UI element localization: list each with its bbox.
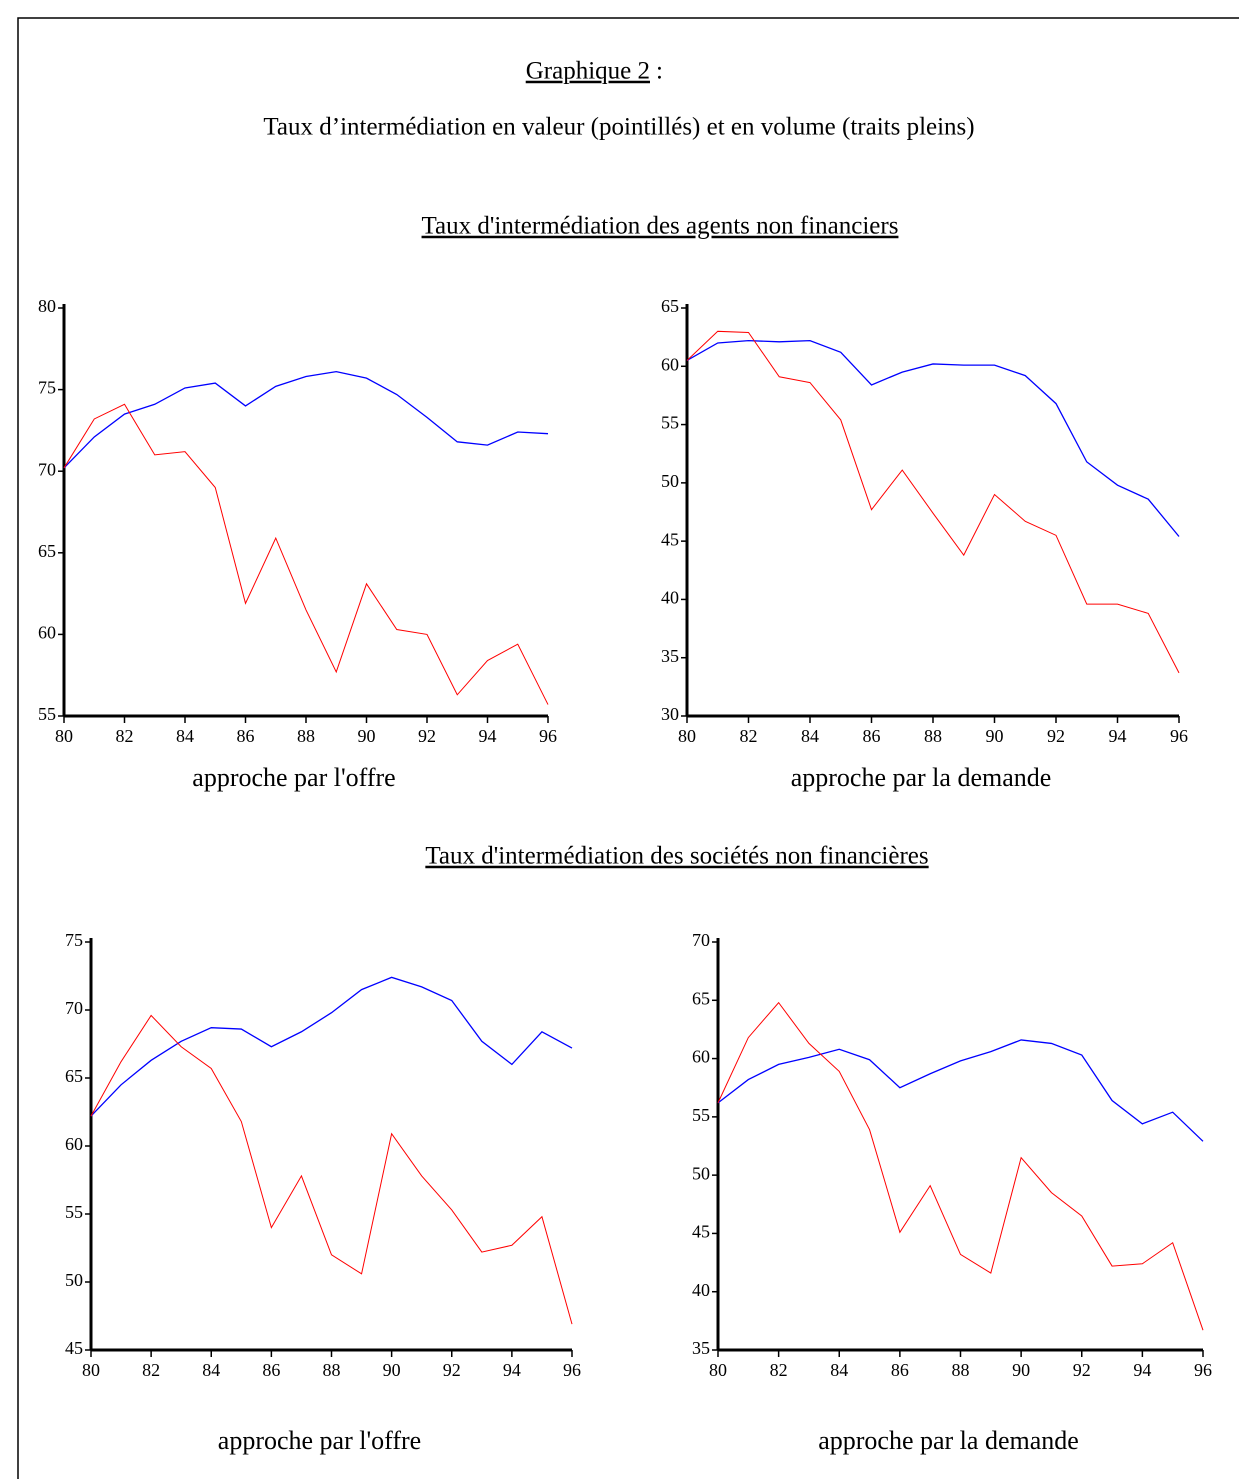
y-tick-label: 75 [65, 930, 83, 950]
x-tick-label: 88 [952, 1360, 970, 1380]
x-tick-label: 80 [82, 1360, 100, 1380]
section-title: Taux d'intermédiation des agents non fin… [422, 213, 899, 240]
y-tick-label: 65 [661, 296, 679, 316]
x-tick-label: 84 [202, 1360, 220, 1380]
y-tick-label: 55 [692, 1105, 710, 1125]
y-tick-label: 50 [692, 1163, 710, 1183]
x-tick-label: 82 [770, 1360, 788, 1380]
series-line [686, 339, 1180, 537]
y-tick-label: 50 [65, 1270, 83, 1290]
section-title: Taux d'intermédiation des sociétés non f… [425, 843, 928, 870]
series-line [686, 330, 1180, 674]
x-tick-label: 94 [1109, 726, 1127, 746]
y-tick-label: 65 [38, 541, 56, 561]
y-tick-label: 30 [661, 704, 679, 724]
y-tick-label: 80 [38, 296, 56, 316]
y-tick-label: 55 [661, 413, 679, 433]
y-tick-label: 60 [661, 354, 679, 374]
x-tick-label: 90 [383, 1360, 401, 1380]
x-tick-label: 94 [1133, 1360, 1151, 1380]
x-tick-label: 90 [1012, 1360, 1030, 1380]
x-tick-label: 88 [297, 726, 315, 746]
heading-title: Graphique 2 [526, 58, 650, 85]
frame [17, 17, 1239, 1479]
x-tick-label: 80 [678, 726, 696, 746]
x-tick-label: 82 [116, 726, 134, 746]
series-line [717, 1001, 1204, 1331]
x-axis-label: approche par l'offre [218, 1426, 421, 1455]
x-tick-label: 84 [801, 726, 819, 746]
y-tick-label: 60 [38, 623, 56, 643]
series-line [90, 1014, 573, 1325]
x-tick-label: 84 [176, 726, 194, 746]
y-tick-label: 65 [692, 988, 710, 1008]
x-tick-label: 80 [55, 726, 73, 746]
heading-suffix: : [656, 58, 663, 85]
y-tick-label: 75 [38, 378, 56, 398]
y-tick-label: 60 [692, 1047, 710, 1067]
y-tick-label: 45 [65, 1338, 83, 1358]
y-tick-label: 60 [65, 1134, 83, 1154]
x-tick-label: 96 [1194, 1360, 1212, 1380]
x-tick-label: 92 [1047, 726, 1065, 746]
y-tick-label: 70 [692, 930, 710, 950]
x-tick-label: 88 [924, 726, 942, 746]
series-line [717, 1039, 1204, 1142]
x-tick-label: 86 [262, 1360, 280, 1380]
series-line [63, 403, 549, 705]
x-tick-label: 94 [503, 1360, 521, 1380]
x-tick-label: 88 [323, 1360, 341, 1380]
y-tick-label: 40 [692, 1280, 710, 1300]
x-tick-label: 90 [986, 726, 1004, 746]
x-tick-label: 92 [1073, 1360, 1091, 1380]
x-tick-label: 94 [479, 726, 497, 746]
x-tick-label: 92 [418, 726, 436, 746]
y-tick-label: 70 [65, 998, 83, 1018]
y-tick-label: 35 [692, 1338, 710, 1358]
x-axis-label: approche par la demande [818, 1426, 1079, 1455]
subtitle: Taux d’intermédiation en valeur (pointil… [263, 114, 974, 141]
y-tick-label: 50 [661, 471, 679, 491]
x-tick-label: 96 [1170, 726, 1188, 746]
y-tick-label: 55 [38, 704, 56, 724]
x-tick-label: 80 [709, 1360, 727, 1380]
y-tick-label: 45 [661, 529, 679, 549]
y-tick-label: 45 [692, 1222, 710, 1242]
series-line [63, 370, 549, 469]
x-tick-label: 92 [443, 1360, 461, 1380]
series-line [90, 976, 573, 1117]
x-tick-label: 82 [142, 1360, 160, 1380]
x-tick-label: 96 [539, 726, 557, 746]
x-tick-label: 84 [830, 1360, 848, 1380]
x-tick-label: 90 [358, 726, 376, 746]
y-tick-label: 35 [661, 646, 679, 666]
x-axis-label: approche par la demande [791, 763, 1052, 792]
x-axis-label: approche par l'offre [192, 763, 395, 792]
y-tick-label: 55 [65, 1202, 83, 1222]
x-tick-label: 82 [740, 726, 758, 746]
y-tick-label: 65 [65, 1066, 83, 1086]
x-tick-label: 86 [237, 726, 255, 746]
y-tick-label: 40 [661, 588, 679, 608]
y-tick-label: 70 [38, 459, 56, 479]
x-tick-label: 96 [563, 1360, 581, 1380]
x-tick-label: 86 [891, 1360, 909, 1380]
x-tick-label: 86 [863, 726, 881, 746]
